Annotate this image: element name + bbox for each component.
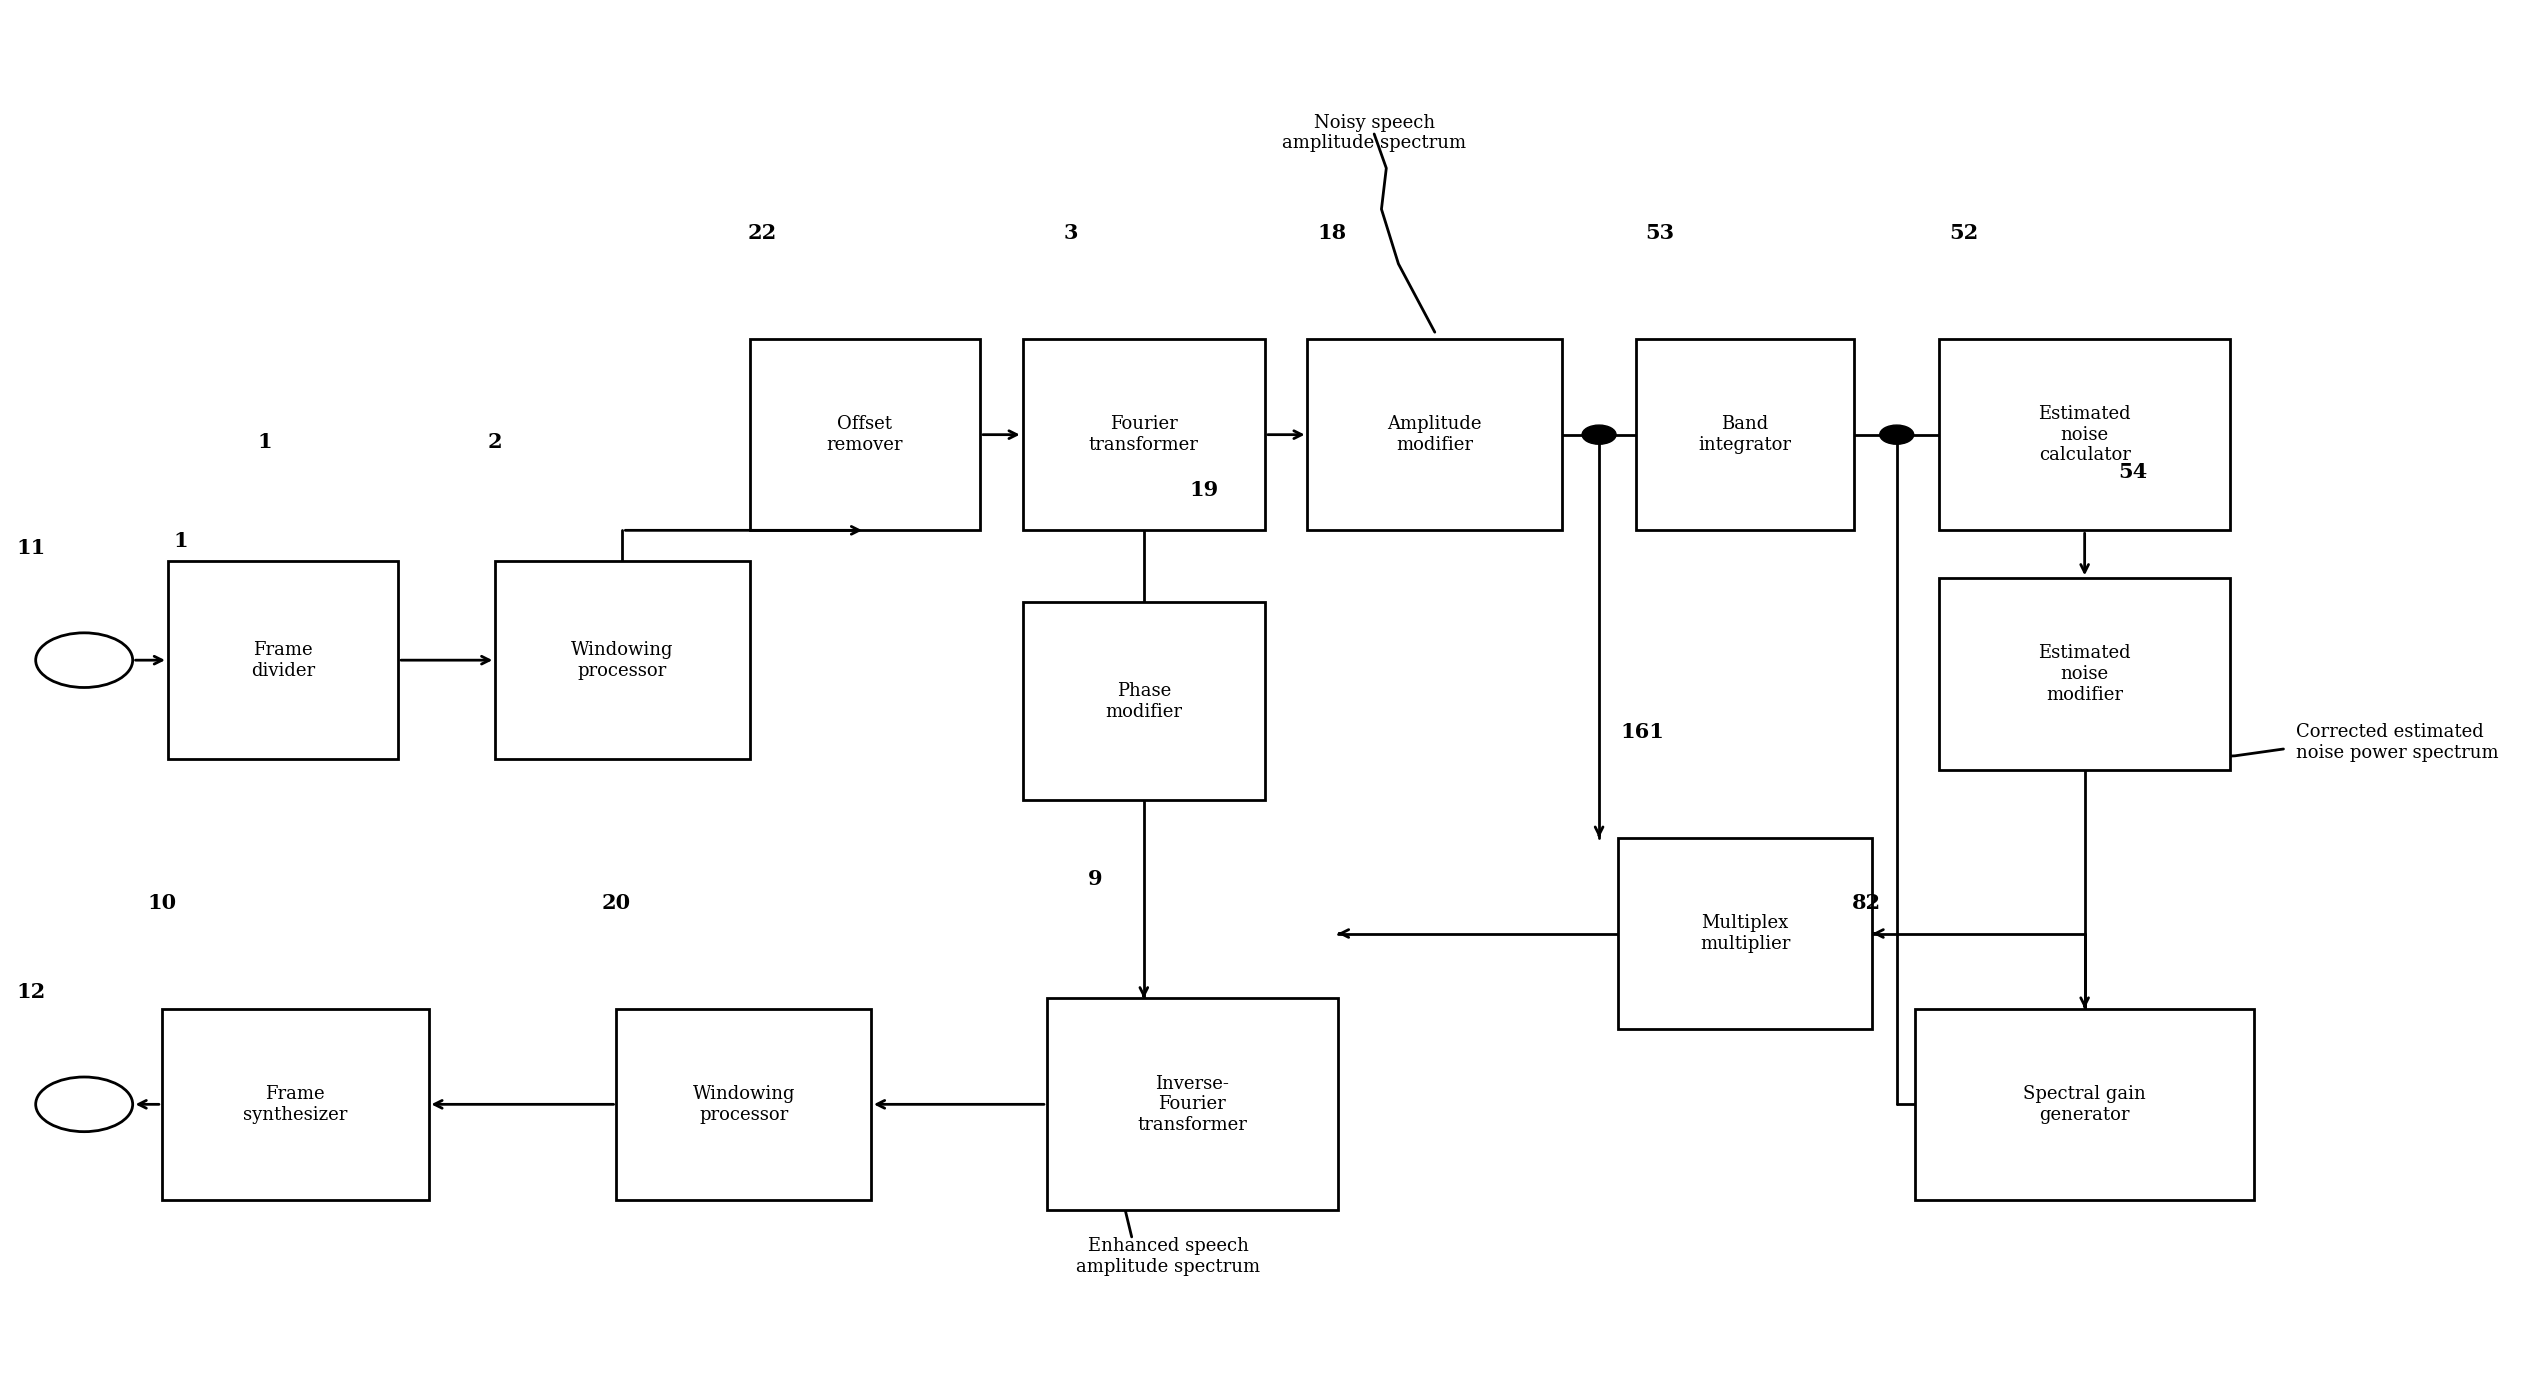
Text: Noisy speech
amplitude spectrum: Noisy speech amplitude spectrum <box>1282 114 1466 153</box>
Text: 12: 12 <box>15 982 46 1002</box>
Text: 1: 1 <box>174 531 190 551</box>
Bar <box>617 1009 872 1200</box>
Text: Frame
divider: Frame divider <box>250 641 316 679</box>
Text: 54: 54 <box>2118 462 2149 483</box>
Text: Amplitude
modifier: Amplitude modifier <box>1388 415 1481 454</box>
Text: Multiplex
multiplier: Multiplex multiplier <box>1699 914 1790 953</box>
Bar <box>1939 578 2230 770</box>
Text: 161: 161 <box>1620 722 1663 742</box>
Bar <box>1914 1009 2255 1200</box>
Text: 1: 1 <box>258 432 273 452</box>
Text: 11: 11 <box>15 538 46 558</box>
Text: 82: 82 <box>1853 892 1881 913</box>
Text: Phase
modifier: Phase modifier <box>1105 682 1183 720</box>
Text: Estimated
noise
modifier: Estimated noise modifier <box>2038 644 2131 704</box>
Bar <box>1636 340 1853 531</box>
Circle shape <box>1881 425 1914 444</box>
Text: 3: 3 <box>1064 223 1079 243</box>
Text: Offset
remover: Offset remover <box>827 415 902 454</box>
Text: 19: 19 <box>1191 480 1218 499</box>
Text: Frame
synthesizer: Frame synthesizer <box>243 1085 346 1123</box>
Text: 52: 52 <box>1949 223 1977 243</box>
Text: Inverse-
Fourier
transformer: Inverse- Fourier transformer <box>1138 1074 1246 1134</box>
Bar <box>167 561 399 759</box>
Text: Enhanced speech
amplitude spectrum: Enhanced speech amplitude spectrum <box>1077 1238 1259 1276</box>
Text: 10: 10 <box>147 892 177 913</box>
Text: 2: 2 <box>488 432 503 452</box>
Text: Spectral gain
generator: Spectral gain generator <box>2022 1085 2146 1123</box>
Text: 22: 22 <box>748 223 776 243</box>
Bar <box>1024 602 1264 800</box>
Bar <box>1047 998 1337 1210</box>
Text: 18: 18 <box>1317 223 1347 243</box>
Bar <box>1307 340 1562 531</box>
Text: Fourier
transformer: Fourier transformer <box>1090 415 1198 454</box>
Bar <box>1024 340 1264 531</box>
Text: 53: 53 <box>1646 223 1676 243</box>
Text: Estimated
noise
calculator: Estimated noise calculator <box>2038 404 2131 465</box>
Text: Windowing
processor: Windowing processor <box>693 1085 794 1123</box>
Bar <box>1618 837 1873 1028</box>
Circle shape <box>1583 425 1615 444</box>
Bar <box>162 1009 430 1200</box>
Bar <box>751 340 981 531</box>
Bar <box>1939 340 2230 531</box>
Bar <box>495 561 751 759</box>
Text: Windowing
processor: Windowing processor <box>571 641 675 679</box>
Text: Corrected estimated
noise power spectrum: Corrected estimated noise power spectrum <box>2295 723 2498 762</box>
Text: 9: 9 <box>1087 869 1102 890</box>
Text: 20: 20 <box>602 892 632 913</box>
Text: Band
integrator: Band integrator <box>1699 415 1792 454</box>
